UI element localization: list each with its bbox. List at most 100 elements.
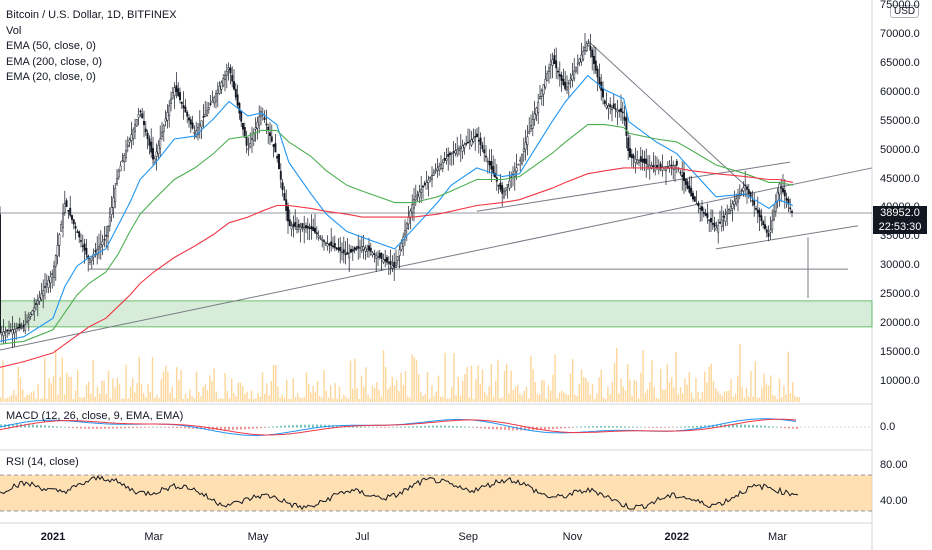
volume-bar: [332, 398, 334, 402]
volume-bar: [338, 386, 341, 402]
volume-bar: [690, 392, 693, 402]
volume-bar: [105, 393, 107, 402]
volume-bar: [404, 370, 407, 402]
candle-body: [339, 247, 342, 252]
volume-bar: [15, 395, 17, 402]
volume-bar: [268, 395, 270, 402]
macd-histogram-bar: [556, 427, 558, 429]
volume-bar: [444, 352, 446, 402]
volume-bar: [499, 398, 501, 402]
macd-histogram-bar: [132, 427, 134, 428]
candle-body: [105, 234, 108, 237]
volume-bar: [193, 398, 195, 402]
volume-bar: [228, 397, 231, 402]
volume-bar: [246, 391, 248, 402]
candle-body: [490, 161, 493, 170]
volume-bar: [440, 396, 442, 402]
volume-bar: [48, 378, 50, 402]
volume-bar: [558, 392, 561, 402]
legend-vol[interactable]: Vol: [6, 24, 22, 37]
candle-body: [537, 101, 540, 113]
macd-histogram-bar: [160, 426, 162, 428]
candle-body: [159, 138, 162, 149]
candle-body: [411, 204, 414, 214]
candle-body: [418, 191, 421, 198]
candle-body: [450, 152, 453, 155]
candle-body: [6, 329, 9, 332]
macd-histogram-bar: [124, 427, 126, 429]
support-zone-rect: [0, 300, 873, 328]
macd-histogram-bar: [312, 424, 314, 428]
candle-body: [688, 185, 691, 193]
candle-body: [486, 160, 489, 163]
candle-body: [342, 249, 345, 254]
candle-body: [9, 329, 12, 332]
candle-body: [521, 153, 523, 164]
candle-body: [467, 141, 469, 144]
volume-bar: [466, 367, 468, 402]
macd-histogram-bar: [180, 427, 182, 429]
candle-body: [713, 222, 716, 228]
candle-body: [488, 160, 491, 166]
macd-histogram-bar: [540, 427, 542, 430]
candle-body: [135, 119, 138, 127]
candle-body: [191, 122, 194, 129]
price-tick: 75000.0: [880, 0, 920, 12]
macd-histogram-bar: [356, 426, 358, 428]
candle-body: [387, 261, 390, 264]
volume-bar: [184, 393, 187, 402]
candle-body: [85, 247, 88, 255]
macd-histogram-bar: [388, 427, 390, 428]
volume-bar: [583, 376, 585, 402]
candle-body: [465, 142, 468, 145]
volume-bar: [611, 382, 613, 402]
candle-body: [346, 251, 349, 255]
price-tick: 15000.0: [880, 345, 920, 358]
volume-bar: [473, 398, 475, 402]
candle-body: [780, 186, 783, 189]
volume-bar: [140, 383, 143, 402]
candle-body: [153, 158, 156, 163]
volume-bar: [596, 393, 598, 402]
candle-body: [355, 247, 358, 250]
time-tick: Nov: [562, 531, 583, 543]
candle-body: [40, 293, 43, 300]
macd-histogram-bar: [56, 426, 58, 428]
macd-histogram-bar: [64, 426, 66, 428]
candle-body: [389, 260, 392, 265]
macd-histogram-bar: [752, 424, 754, 428]
macd-histogram-bar: [592, 426, 594, 428]
macd-histogram-bar: [408, 426, 410, 428]
macd-histogram-bar: [464, 426, 466, 428]
candle-body: [393, 261, 396, 268]
volume-bar: [710, 363, 712, 402]
candle-body: [333, 243, 336, 249]
currency-badge[interactable]: USD: [890, 5, 920, 18]
candle-body: [519, 159, 522, 162]
legend-ema50[interactable]: EMA (50, close, 0): [6, 40, 96, 52]
candle-body: [306, 225, 309, 229]
candle-body: [218, 85, 221, 94]
volume-bar: [717, 391, 719, 402]
candle-body: [771, 220, 774, 230]
volume-bar: [490, 364, 492, 402]
candle-body: [447, 154, 450, 157]
last-price-tag: 38952.0 22:53:30: [873, 206, 927, 234]
macd-histogram-bar: [492, 427, 494, 430]
candle-body: [742, 187, 745, 192]
legend-ema200[interactable]: EMA (200, close, 0): [6, 55, 102, 68]
candle-body: [193, 132, 196, 134]
macd-histogram-bar: [524, 427, 526, 431]
candle-body: [686, 181, 689, 189]
volume-bar: [706, 382, 708, 402]
legend-ema20[interactable]: EMA (20, close, 0): [6, 71, 96, 83]
candle-body: [596, 68, 599, 78]
candle-body: [162, 125, 165, 132]
candle-body: [134, 124, 136, 133]
volume-bar: [385, 367, 387, 402]
volume-bar: [660, 368, 662, 402]
macd-histogram-bar: [468, 426, 470, 428]
candle-body: [317, 235, 320, 238]
volume-bar: [308, 384, 310, 402]
